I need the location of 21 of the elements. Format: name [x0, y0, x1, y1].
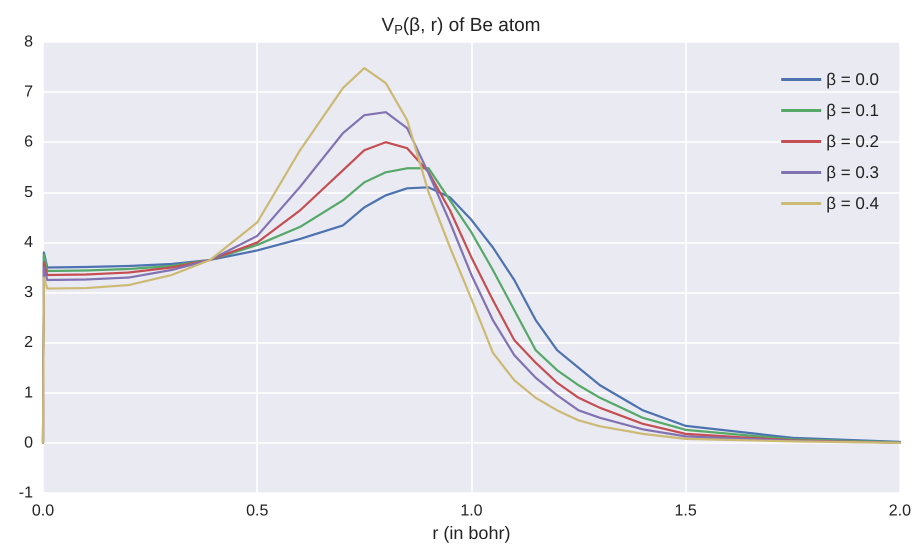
y-tick-label: 0 [24, 434, 34, 452]
x-axis-title: r (in bohr) [432, 522, 510, 543]
y-tick-label: -1 [18, 484, 34, 502]
y-tick-label: 4 [24, 234, 34, 251]
y-tick-label: 7 [24, 84, 34, 101]
x-tick-label: 2.0 [888, 502, 912, 520]
legend-label: β = 0.0 [826, 70, 880, 89]
y-tick-label: 2 [24, 334, 34, 352]
x-tick-label: 0.0 [32, 502, 54, 520]
x-tick-label: 1.5 [674, 502, 697, 520]
legend-label: β = 0.3 [826, 163, 880, 182]
y-tick-label: 1 [24, 384, 34, 402]
y-tick-label: 6 [24, 134, 34, 151]
legend-label: β = 0.1 [826, 101, 880, 120]
legend-label: β = 0.2 [826, 132, 880, 151]
y-tick-label: 5 [24, 184, 34, 201]
legend-label: β = 0.4 [826, 194, 880, 213]
x-tick-label: 1.0 [460, 502, 483, 520]
y-tick-label: 3 [24, 284, 34, 302]
x-tick-label: 0.5 [246, 502, 268, 520]
y-tick-label: 8 [24, 34, 34, 50]
